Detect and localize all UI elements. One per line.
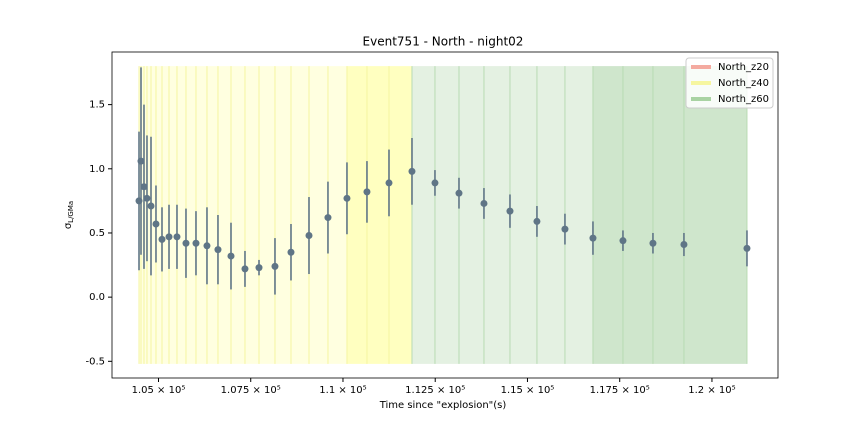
legend-box: [685, 57, 774, 109]
legend-label: North_z20: [718, 62, 769, 73]
data-point: [385, 179, 393, 187]
data-point: [140, 183, 148, 191]
data-point: [173, 233, 181, 241]
data-point: [152, 220, 160, 228]
data-point: [255, 264, 263, 272]
y-label-sub: L/GMa: [67, 201, 75, 223]
data-point: [137, 157, 145, 165]
x-tick-label: 1.125 × 10⁵: [405, 385, 465, 396]
shaded-band: [139, 66, 347, 364]
data-point: [619, 237, 627, 245]
data-point: [165, 233, 173, 241]
data-point: [455, 189, 463, 197]
data-point: [363, 188, 371, 196]
data-point: [147, 202, 155, 210]
data-point: [589, 234, 597, 242]
x-tick-label: 1.05 × 10⁵: [132, 385, 186, 396]
chart-title: Event751 - North - night02: [363, 35, 524, 49]
data-point: [158, 235, 166, 243]
data-point: [431, 179, 439, 187]
x-tick-label: 1.15 × 10⁵: [501, 385, 555, 396]
data-point: [203, 242, 211, 250]
data-point: [533, 217, 541, 225]
data-point: [680, 241, 688, 249]
y-tick-label: 1.0: [89, 164, 105, 175]
data-point: [214, 246, 222, 254]
data-point: [192, 239, 200, 247]
data-point: [324, 214, 332, 222]
y-tick-label: 0.0: [89, 292, 105, 303]
data-point: [408, 167, 416, 175]
y-tick-label: 1.5: [89, 100, 105, 111]
data-point: [241, 265, 249, 273]
y-label-symbol: σ: [63, 222, 74, 229]
data-point: [287, 248, 295, 256]
y-tick-label: 0.5: [89, 228, 105, 239]
x-axis-label: Time since "explosion"(s): [379, 400, 507, 411]
shaded-band: [411, 66, 593, 364]
data-point: [227, 252, 235, 260]
shaded-band: [346, 66, 412, 364]
shaded-band: [592, 66, 747, 364]
data-point: [506, 207, 514, 215]
data-point: [649, 239, 657, 247]
data-point: [743, 244, 751, 252]
data-point: [305, 232, 313, 240]
data-point: [480, 199, 488, 207]
legend-label: North_z60: [718, 94, 769, 105]
data-point: [271, 262, 279, 270]
legend-label: North_z40: [718, 78, 769, 89]
axes-frame: [111, 51, 779, 379]
y-tick-label: -0.5: [85, 356, 105, 367]
data-point: [143, 194, 151, 202]
y-axis-label: σL/GMa: [63, 201, 75, 229]
x-tick-label: 1.1 × 10⁵: [319, 385, 366, 396]
data-point: [343, 194, 351, 202]
x-tick-label: 1.175 × 10⁵: [590, 385, 650, 396]
x-tick-label: 1.2 × 10⁵: [688, 385, 735, 396]
data-point: [182, 239, 190, 247]
x-tick-label: 1.075 × 10⁵: [221, 385, 281, 396]
data-point: [561, 225, 569, 233]
